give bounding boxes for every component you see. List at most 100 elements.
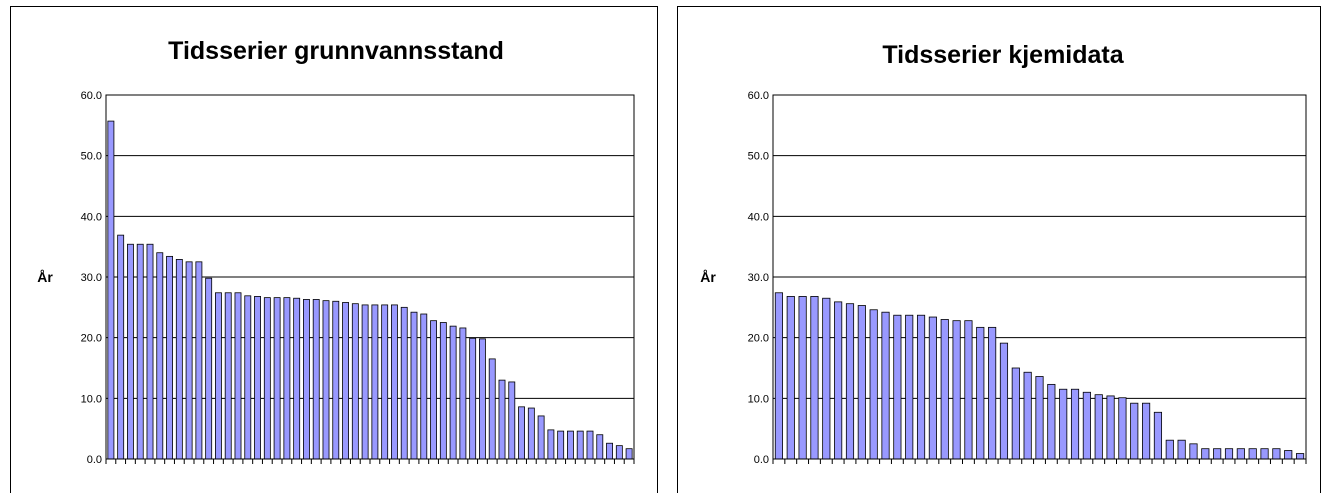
bar: [371, 304, 379, 460]
bar: [449, 325, 457, 460]
y-tick-label: 40.0: [748, 211, 769, 223]
bar: [400, 306, 408, 460]
bar: [857, 305, 866, 460]
bar: [293, 297, 301, 460]
bar: [940, 319, 949, 460]
bar: [459, 327, 467, 460]
bar: [1035, 376, 1044, 460]
bar: [342, 302, 349, 460]
bar: [332, 300, 340, 460]
bar: [845, 303, 855, 460]
bar: [498, 379, 506, 460]
bar: [999, 342, 1009, 460]
bar: [976, 326, 985, 460]
bar: [786, 296, 795, 460]
chart-chemistry: Tidsserier kjemidata 0.0 10.0 20.0 30.0 40.0 5…: [700, 41, 1307, 466]
y-axis-label: År: [700, 269, 716, 285]
chart-title: Tidsserier kjemidata: [882, 41, 1124, 69]
bar: [881, 311, 890, 460]
chart-groundwater: Tidsserier grunnvannsstand 0.0 10.0 20.0 30.…: [37, 37, 635, 466]
bar: [273, 297, 281, 460]
bar: [127, 243, 134, 460]
y-tick-label: 30.0: [81, 272, 102, 284]
bar: [1177, 439, 1186, 460]
bar: [439, 322, 447, 460]
bar: [479, 338, 486, 460]
bar: [156, 252, 164, 460]
bar: [1070, 388, 1080, 460]
bar: [905, 314, 914, 460]
bar: [508, 381, 516, 460]
bar: [537, 415, 545, 460]
bar: [547, 429, 555, 460]
bar: [518, 406, 525, 460]
bar: [1106, 395, 1115, 460]
y-tick-label: 0.0: [754, 454, 769, 466]
y-tick-label: 10.0: [748, 393, 769, 405]
bar: [205, 277, 213, 460]
bar: [1248, 448, 1257, 460]
bar: [557, 430, 565, 460]
bar: [1189, 443, 1198, 460]
bar: [1118, 397, 1127, 460]
bar: [606, 442, 613, 460]
bar: [1284, 450, 1293, 460]
bar: [1082, 391, 1091, 460]
bar: [107, 120, 115, 460]
bar: [1296, 453, 1305, 460]
bar: [283, 297, 291, 460]
bar: [136, 243, 144, 460]
y-tick-label: 60.0: [81, 90, 102, 102]
y-tick-label: 20.0: [748, 333, 769, 345]
bar: [234, 292, 242, 460]
bar: [224, 292, 232, 460]
bar: [576, 430, 584, 460]
bar: [1130, 402, 1139, 460]
y-tick-label: 60.0: [748, 90, 769, 102]
bar: [964, 320, 973, 460]
bar: [1165, 439, 1174, 460]
y-tick-label: 50.0: [748, 151, 769, 163]
bar: [1224, 448, 1234, 460]
bar: [254, 296, 261, 460]
bar: [263, 297, 271, 460]
bar: [625, 448, 633, 460]
y-tick-label: 20.0: [81, 333, 102, 345]
bar: [351, 303, 359, 460]
bar: [893, 314, 902, 460]
bar: [361, 304, 369, 460]
bar: [615, 445, 623, 460]
bar: [430, 320, 437, 460]
bar: [988, 326, 997, 460]
bar: [117, 234, 125, 460]
bar: [1153, 411, 1163, 460]
bar: [488, 358, 496, 460]
y-tick-label: 50.0: [81, 151, 102, 163]
bar: [1272, 448, 1281, 460]
bar: [244, 295, 252, 460]
bar: [469, 337, 477, 460]
bar: [822, 297, 831, 460]
bar: [146, 243, 154, 460]
bar: [1236, 448, 1245, 460]
bar: [381, 304, 389, 460]
bar: [1201, 448, 1210, 460]
plot-frame: [772, 94, 1307, 460]
bar: [175, 259, 183, 460]
bar: [166, 255, 173, 460]
bar: [952, 320, 961, 460]
bar: [869, 309, 878, 460]
chart-panel-groundwater: Tidsserier grunnvannsstand 0.0 10.0 20.0 30.…: [10, 6, 658, 493]
y-tick-label: 10.0: [81, 393, 102, 405]
bar: [810, 296, 819, 460]
bar: [391, 304, 398, 460]
bar: [928, 316, 937, 460]
y-tick-label: 0.0: [87, 454, 102, 466]
plot-frame: [105, 94, 635, 460]
bar: [1260, 448, 1269, 460]
bar: [303, 299, 310, 460]
y-axis-label: År: [37, 269, 53, 285]
bar: [834, 301, 843, 460]
bar: [916, 314, 926, 460]
bar: [322, 300, 330, 460]
